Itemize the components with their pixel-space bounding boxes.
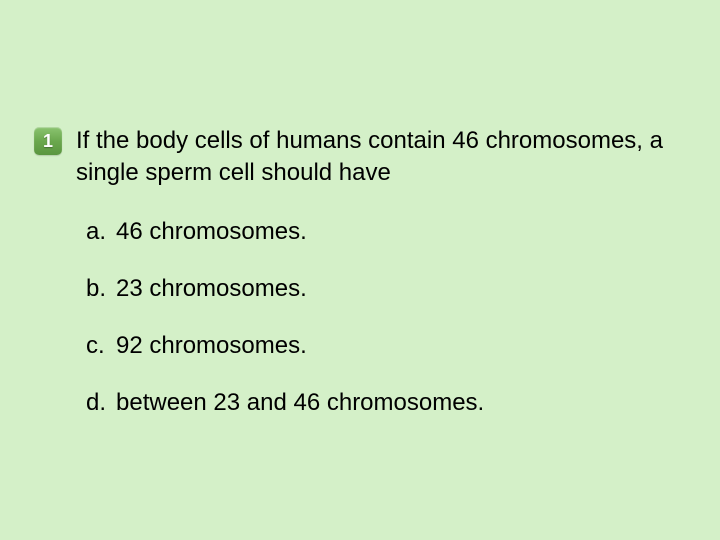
- option-text: 46 chromosomes.: [116, 216, 680, 247]
- question-container: 1 If the body cells of humans contain 46…: [34, 125, 680, 445]
- option-letter: b.: [86, 273, 116, 304]
- option-b: b. 23 chromosomes.: [86, 273, 680, 304]
- option-text: 23 chromosomes.: [116, 273, 680, 304]
- option-text: 92 chromosomes.: [116, 330, 680, 361]
- question-text: If the body cells of humans contain 46 c…: [76, 125, 680, 190]
- option-letter: a.: [86, 216, 116, 247]
- question-number-badge: 1: [34, 127, 62, 155]
- question-row: 1 If the body cells of humans contain 46…: [34, 125, 680, 190]
- option-a: a. 46 chromosomes.: [86, 216, 680, 247]
- option-letter: d.: [86, 387, 116, 418]
- question-number: 1: [43, 131, 53, 152]
- option-text: between 23 and 46 chromosomes.: [116, 387, 680, 418]
- option-letter: c.: [86, 330, 116, 361]
- options-list: a. 46 chromosomes. b. 23 chromosomes. c.…: [86, 216, 680, 419]
- option-d: d. between 23 and 46 chromosomes.: [86, 387, 680, 418]
- option-c: c. 92 chromosomes.: [86, 330, 680, 361]
